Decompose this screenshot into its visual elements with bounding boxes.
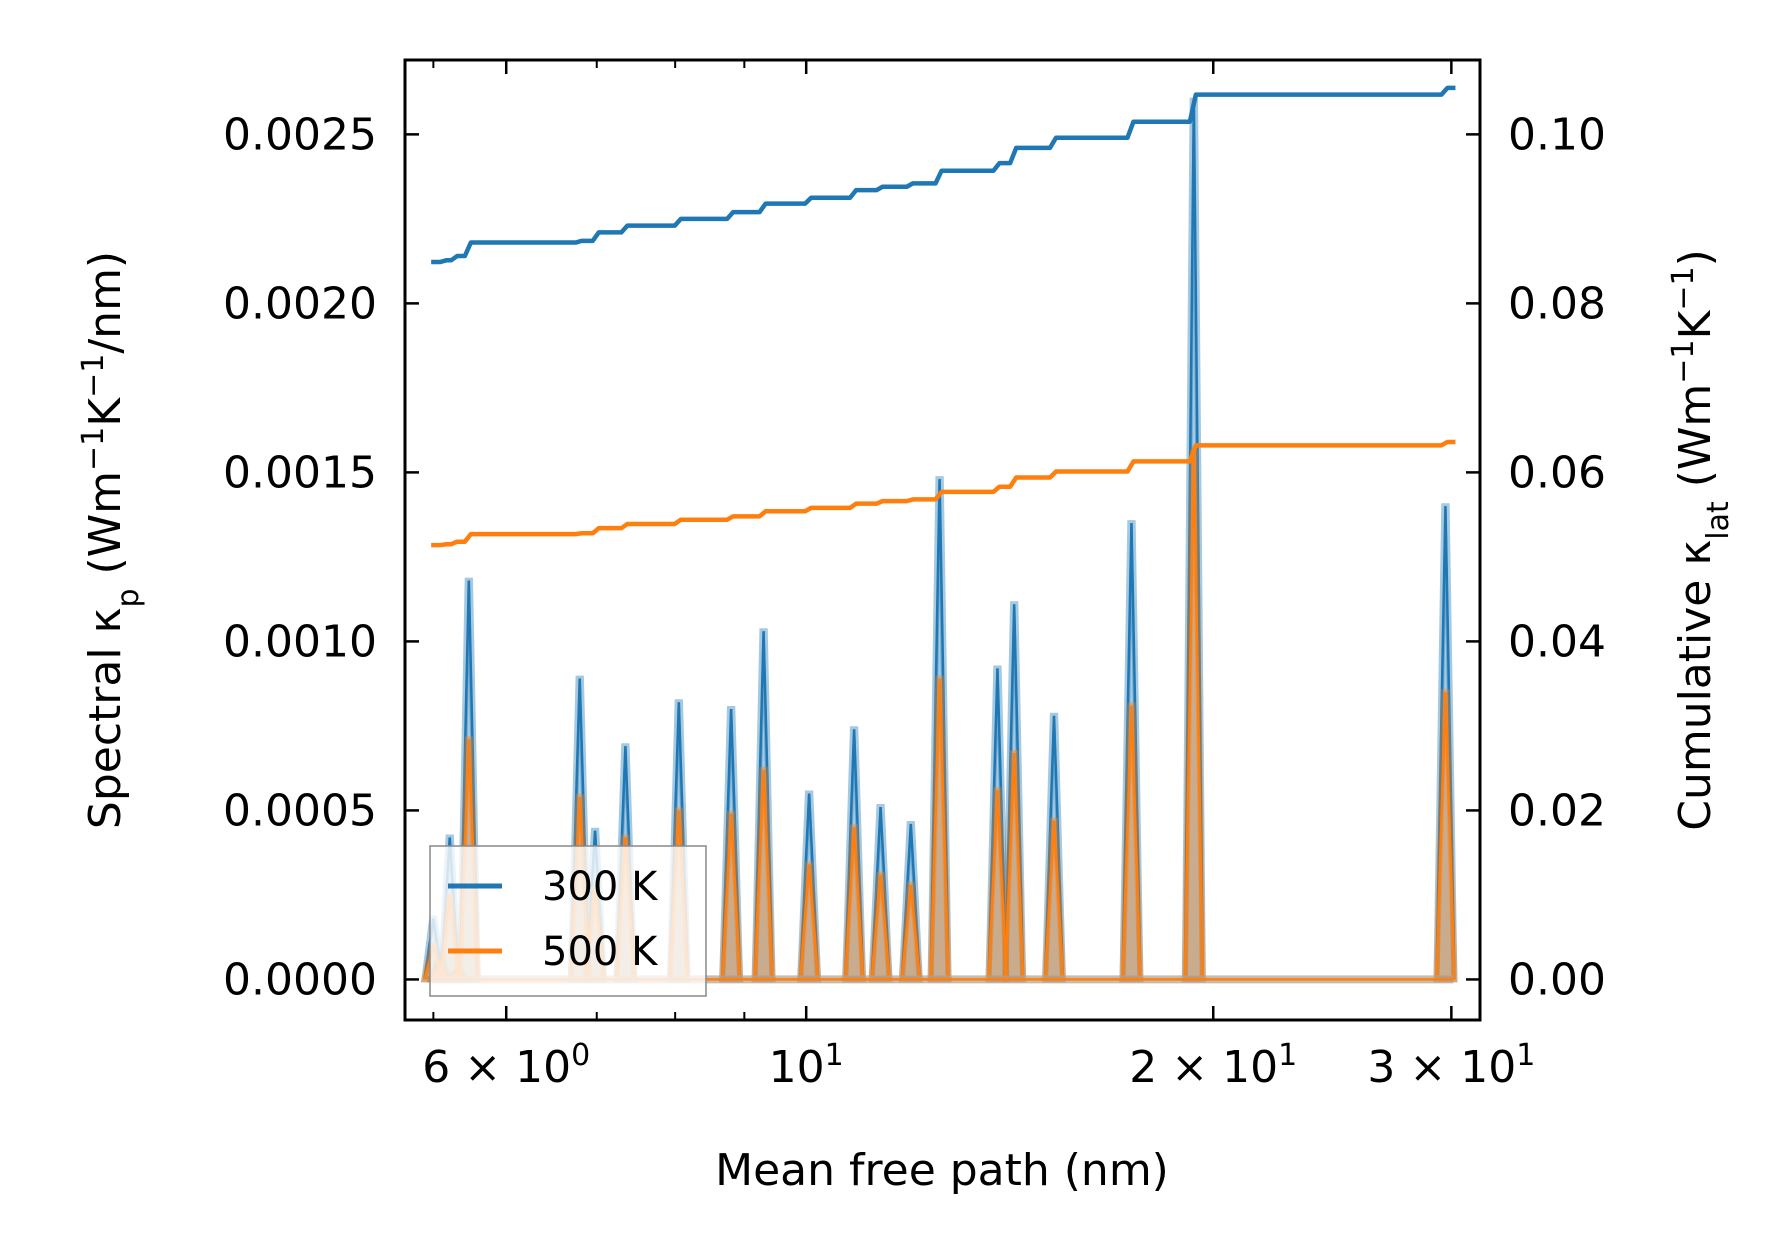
x-tick-label-0: 6 × 100: [422, 1038, 590, 1094]
y-left-tick-label-1: 0.0005: [223, 785, 377, 836]
cumulative-layer: [431, 85, 1456, 548]
spectral-500k-peak-line-12: [843, 827, 865, 980]
x-tick-label-2: 2 × 101: [1129, 1038, 1297, 1094]
legend: 300 K 500 K: [429, 845, 707, 997]
spectral-500k-peak-line-14: [900, 884, 922, 980]
spectral-300k-peak-line-15: [929, 479, 950, 980]
spectral-300k-peak-line-18: [1043, 715, 1065, 980]
y-right-tick-label-4: 0.08: [1508, 278, 1606, 329]
legend-box: [429, 845, 707, 997]
y-left-tick-label-4: 0.0020: [223, 278, 377, 329]
spectral-500k-peak-line-11: [798, 864, 820, 980]
spectral-300k-peak-line-10: [753, 631, 774, 980]
y-left-tick-label-3: 0.0015: [223, 447, 377, 498]
spectral-500k-peak-line-15: [929, 678, 950, 980]
y-axis-left-title: Spectral κp (Wm−1K−1/nm): [76, 251, 146, 829]
y-right-tick-label-5: 0.10: [1508, 109, 1606, 160]
x-axis-title: Mean free path (nm): [715, 1145, 1169, 1196]
y-left-tick-label-2: 0.0010: [223, 616, 377, 667]
spectral-500k-peak-line-21: [1435, 692, 1456, 980]
spectral-300k-peak-line-14: [900, 823, 922, 980]
y-right-tick-label-2: 0.04: [1508, 616, 1606, 667]
spectral-300k-peak-line-17: [1003, 604, 1025, 980]
y-right-tick-label-3: 0.06: [1508, 447, 1606, 498]
spectral-300k-peak-line-19: [1121, 523, 1142, 980]
cumulative-500k-line: [431, 439, 1456, 548]
plot-frame: [403, 58, 1482, 1022]
cumulative-300k-line: [431, 85, 1456, 265]
y-left-tick-label-5: 0.0025: [223, 109, 377, 160]
spectral-300k-peak-line-21: [1435, 506, 1456, 980]
spectral-500k-peak-line-19: [1121, 705, 1142, 980]
spectral-300k-peak-line-11: [798, 793, 820, 980]
spectral-300k-peak-line-9: [720, 708, 742, 980]
legend-label-500k: 500 K: [542, 929, 659, 975]
y-axis-right-title: Cumulative κlat (Wm−1K−1): [1666, 249, 1736, 831]
ticks-layer: 6 × 100 101 2 × 101 3 × 101 0.0000 0.0005 0.00…: [223, 60, 1606, 1093]
spectral-500k-peak-line-9: [720, 813, 742, 980]
y-left-tick-label-0: 0.0000: [223, 954, 377, 1005]
y-right-tick-label-1: 0.02: [1508, 785, 1606, 836]
spectral-500k-peak-line-10: [753, 769, 774, 980]
spectral-300k-peak-line-13: [870, 806, 891, 980]
spectral-500k-peak-line-16: [987, 790, 1008, 980]
spectral-500k-peak-line-18: [1043, 820, 1065, 980]
x-tick-label-1: 101: [769, 1038, 844, 1094]
y-right-tick-label-0: 0.00: [1508, 954, 1606, 1005]
spectral-300k-peak-line-12: [843, 729, 865, 980]
spectral-500k-peak-line-17: [1003, 752, 1025, 980]
spectral-300k-peak-line-16: [987, 668, 1008, 980]
x-tick-label-3: 3 × 101: [1367, 1038, 1535, 1094]
spectral-500k-peak-line-13: [870, 874, 891, 980]
legend-label-300k: 300 K: [542, 864, 659, 910]
